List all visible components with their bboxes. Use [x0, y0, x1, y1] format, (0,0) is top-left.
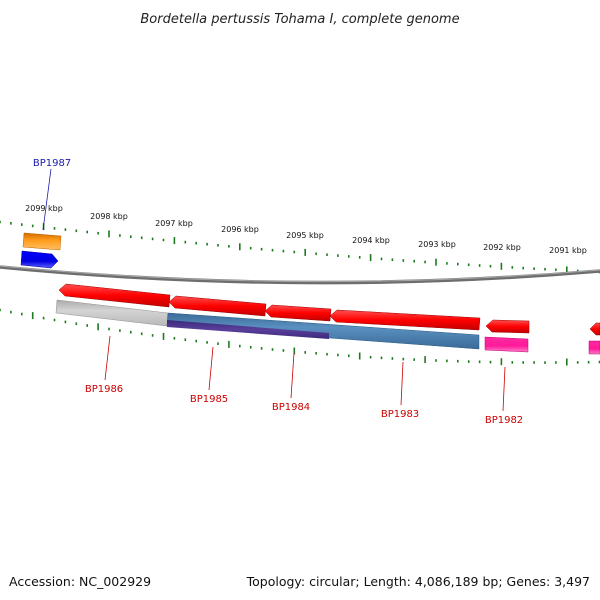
gene-label-bp1983: BP1983 [381, 409, 419, 420]
cds-arrow-bp1982 [485, 319, 530, 334]
scale-label-2094: 2094 kbp [352, 236, 390, 245]
map-title: Bordetella pertussis Tohama I, complete … [140, 12, 459, 27]
scale-label-2095: 2095 kbp [286, 231, 324, 240]
leader-bp1983 [400, 361, 404, 406]
scale-label-2098: 2098 kbp [90, 212, 128, 221]
cds-arrow-bp1986 [58, 283, 171, 308]
gene-feature-blue [20, 250, 59, 269]
gene-feature-magenta [484, 336, 529, 353]
gene-leader-lines [42, 168, 506, 412]
cds-arrow-bp1984 [264, 304, 332, 322]
leader-bp1982 [502, 366, 506, 412]
scale-labels: 2099 kbp 2098 kbp 2097 kbp 2096 kbp 2095… [25, 204, 587, 255]
scale-label-2096: 2096 kbp [221, 225, 259, 234]
genome-backbone-highlight [0, 265, 600, 283]
leader-bp1986 [104, 335, 111, 381]
gene-feature-magenta-edge [588, 340, 600, 355]
outer-scale-ring [0, 220, 600, 274]
leader-bp1985 [208, 346, 214, 391]
scale-label-2093: 2093 kbp [418, 240, 456, 249]
inner-scale-ring [0, 308, 600, 366]
band-purple [167, 320, 329, 339]
cds-arrow-bp1985 [168, 295, 267, 317]
gene-labels: BP1987 BP1986 BP1985 BP1984 BP1983 BP198… [33, 158, 523, 426]
scale-label-2097: 2097 kbp [155, 219, 193, 228]
gene-label-bp1986: BP1986 [85, 384, 123, 395]
cds-arrow-bp1983 [329, 309, 481, 331]
gene-label-bp1982: BP1982 [485, 415, 523, 426]
gene-label-bp1987: BP1987 [33, 158, 71, 169]
scale-label-2099: 2099 kbp [25, 204, 63, 213]
cds-arrow-edge [589, 322, 600, 336]
genome-backbone [0, 265, 600, 285]
gene-label-bp1984: BP1984 [272, 402, 310, 413]
gene-feature-orange [22, 232, 62, 251]
accession-text: Accession: NC_002929 [9, 574, 151, 589]
genome-summary-text: Topology: circular; Length: 4,086,189 bp… [246, 574, 590, 589]
leader-bp1987 [42, 168, 52, 231]
scale-label-2091: 2091 kbp [549, 246, 587, 255]
scale-label-2092: 2092 kbp [483, 243, 521, 252]
leader-bp1984 [290, 352, 295, 399]
gene-label-bp1985: BP1985 [190, 394, 228, 405]
